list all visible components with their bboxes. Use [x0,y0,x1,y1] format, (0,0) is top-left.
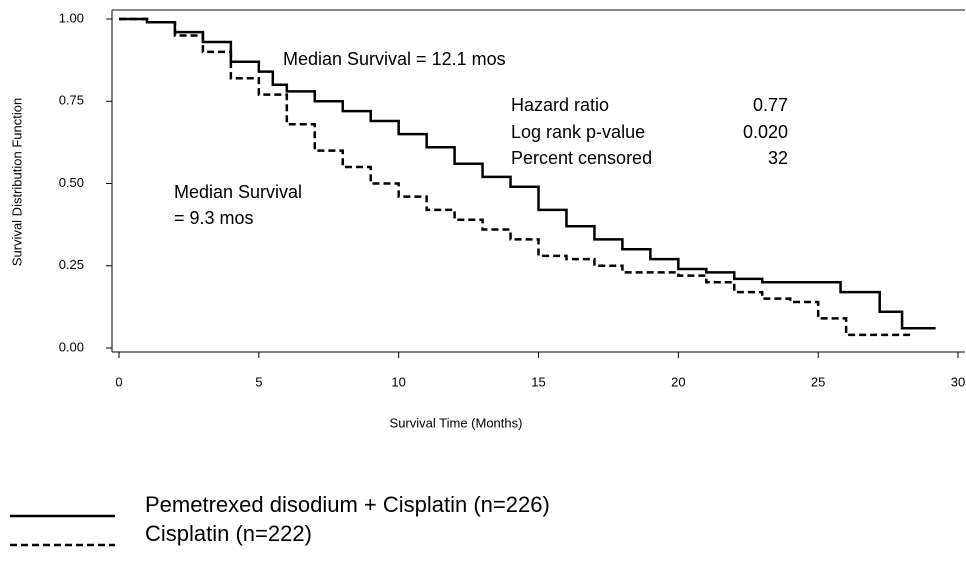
x-tick-label: 5 [255,374,262,389]
annotation: Median Survival = 12.1 mos [283,49,506,69]
x-tick-label: 15 [531,374,545,389]
y-tick-label: 0.25 [59,257,84,272]
x-tick-label: 0 [115,374,122,389]
stat-label: Log rank p-value [511,122,645,142]
stat-label: Percent censored [511,148,652,168]
x-tick-label: 25 [811,374,825,389]
y-tick-label: 0.50 [59,175,84,190]
annotation: Median Survival [174,182,302,202]
stat-label: Hazard ratio [511,95,609,115]
y-axis-label: Survival Distribution Function [9,98,24,266]
stat-value: 0.020 [743,122,788,142]
x-tick-label: 30 [951,374,965,389]
survival-curve [119,17,911,337]
stat-value: 0.77 [753,95,788,115]
y-tick-label: 0.75 [59,93,84,108]
x-tick-label: 20 [671,374,685,389]
annotation: = 9.3 mos [174,208,254,228]
legend-label: Cisplatin (n=222) [145,521,312,546]
y-tick-label: 1.00 [59,10,84,25]
x-tick-label: 10 [391,374,405,389]
x-axis-label: Survival Time (Months) [390,415,523,430]
y-tick-label: 0.00 [59,339,84,354]
stat-value: 32 [768,148,788,168]
survival-curve [119,17,936,330]
legend-label: Pemetrexed disodium + Cisplatin (n=226) [145,492,550,517]
